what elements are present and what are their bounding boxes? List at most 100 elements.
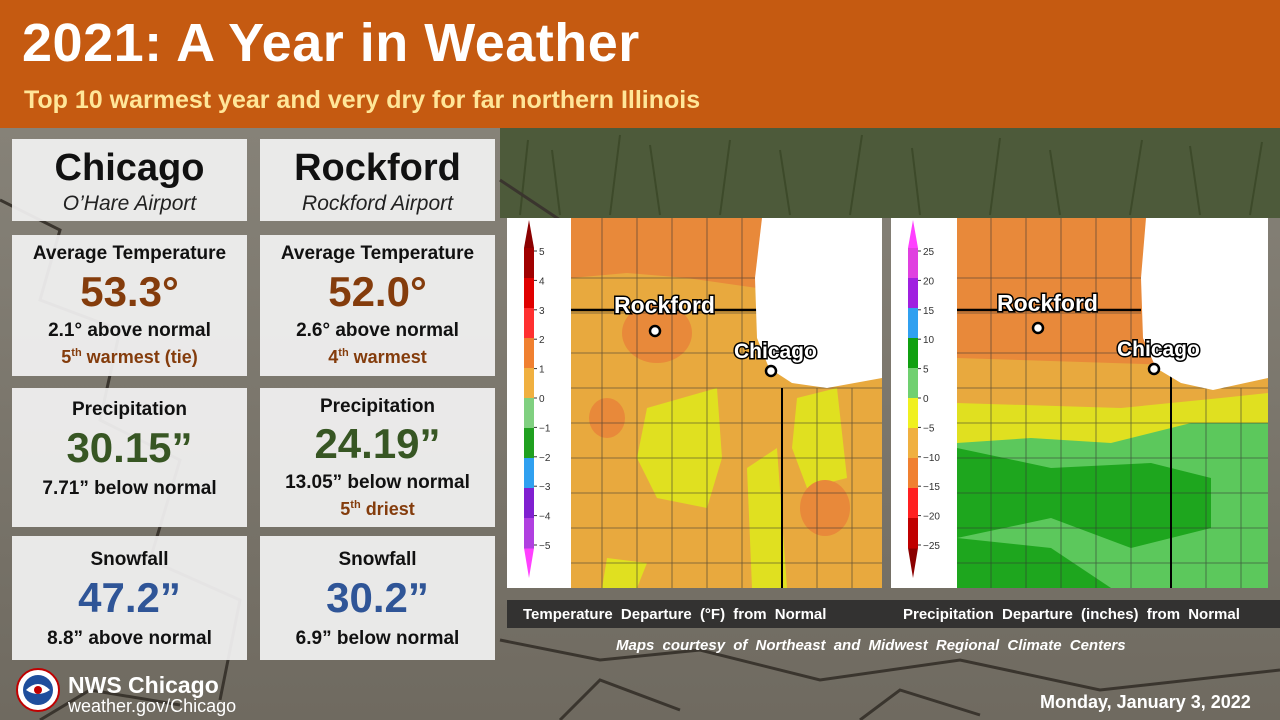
nws-logo-icon: [16, 668, 60, 712]
legend-tick-label: 15: [923, 306, 935, 317]
stat-departure: 6.9” below normal: [295, 628, 460, 649]
legend-tick-label: −10: [923, 453, 940, 464]
legend-color-band: [908, 368, 918, 399]
rank-suffix: th: [71, 347, 82, 359]
legend-tick-label: 1: [539, 365, 545, 376]
chicago-marker: [764, 364, 778, 378]
chicago-station-card: Chicago O’Hare Airport: [12, 139, 247, 221]
stat-value: 53.3°: [80, 268, 179, 315]
legend-color-band: [524, 278, 534, 309]
station-city: Chicago: [54, 147, 205, 189]
legend-color-band: [524, 458, 534, 489]
legend-tick-label: −5: [923, 423, 935, 434]
legend-color-band: [908, 488, 918, 519]
stat-label: Snowfall: [338, 549, 417, 570]
rockford-snowfall-card: Snowfall 30.2” 6.9” below normal: [260, 536, 495, 660]
precipitation-legend: 25 20 15 10 5 0 −5 −10 −15 −20 −25: [908, 220, 940, 578]
stat-rank: 4th warmest: [260, 347, 495, 368]
legend-tick-label: −4: [539, 512, 551, 523]
legend-color-band: [908, 458, 918, 489]
stat-value: 52.0°: [328, 268, 427, 315]
rockford-map-label: Rockford: [997, 290, 1098, 316]
legend-tick-label: 2: [539, 335, 545, 346]
nws-office-name: NWS Chicago: [68, 672, 219, 698]
stat-departure: 7.71” below normal: [42, 478, 217, 499]
precipitation-departure-map: 25 20 15 10 5 0 −5 −10 −15 −20 −25 Rockford Chicag…: [891, 218, 1268, 588]
legend-tick-label: 5: [923, 365, 929, 376]
temperature-departure-map: 5 4 3 2 1 0 −1 −2 −3 −4 −5 Rockford C: [507, 218, 882, 588]
stat-departure: 8.8” above normal: [47, 628, 212, 649]
legend-tick-label: −25: [923, 541, 940, 552]
legend-color-band: [908, 308, 918, 339]
stat-value: 47.2”: [78, 574, 181, 621]
page-title: 2021: A Year in Weather: [22, 13, 640, 73]
rank-number: 5: [340, 499, 351, 519]
rank-text: driest: [360, 499, 415, 519]
legend-color-band: [524, 488, 534, 519]
rockford-station-card: Rockford Rockford Airport: [260, 139, 495, 221]
legend-tick-label: 3: [539, 306, 545, 317]
legend-color-band: [908, 518, 918, 549]
legend-tick-label: 20: [923, 276, 935, 287]
station-city: Rockford: [294, 147, 461, 189]
precipitation-map-graphic: 25 20 15 10 5 0 −5 −10 −15 −20 −25 Rockford Chicag…: [908, 218, 1268, 588]
header-banner: 2021: A Year in Weather Top 10 warmest y…: [0, 0, 1280, 128]
legend-color-band: [524, 368, 534, 399]
temperature-map-caption: Temperature Departure (°F) from Normal: [523, 606, 827, 623]
chicago-precipitation-card: Precipitation 30.15” 7.71” below normal: [12, 388, 247, 527]
stat-value: 30.2”: [326, 574, 429, 621]
publish-date: Monday, January 3, 2022: [1040, 692, 1251, 712]
legend-tick-label: −3: [539, 482, 551, 493]
legend-tick-label: 4: [539, 276, 545, 287]
legend-color-band: [524, 518, 534, 549]
maps-courtesy-note: Maps courtesy of Northeast and Midwest R…: [616, 637, 1126, 654]
legend-color-band: [908, 338, 918, 369]
rockford-temperature-card: Average Temperature 52.0° 2.6° above nor…: [260, 235, 495, 376]
legend-color-band: [908, 248, 918, 279]
stat-departure: 2.6° above normal: [296, 320, 459, 341]
legend-tick-label: 5: [539, 247, 545, 258]
rockford-map-label: Rockford: [614, 292, 715, 318]
precipitation-map-field: [957, 218, 1268, 588]
stat-rank: 5th driest: [260, 499, 495, 520]
stat-label: Snowfall: [90, 549, 169, 570]
stat-label: Precipitation: [319, 396, 436, 417]
stat-value: 24.19”: [314, 420, 441, 467]
stat-label: Average Temperature: [280, 243, 475, 264]
legend-color-band: [908, 398, 918, 429]
stat-label: Precipitation: [71, 399, 188, 420]
chicago-snowfall-card: Snowfall 47.2” 8.8” above normal: [12, 536, 247, 660]
legend-tick-label: 10: [923, 335, 935, 346]
chicago-map-label: Chicago: [734, 340, 817, 363]
stat-label: Average Temperature: [32, 243, 227, 264]
rank-text: warmest (tie): [81, 347, 198, 367]
rank-number: 5: [61, 347, 72, 367]
rank-suffix: th: [350, 499, 361, 511]
legend-tick-label: −5: [539, 541, 551, 552]
page-subtitle: Top 10 warmest year and very dry for far…: [24, 86, 701, 114]
stat-departure: 2.1° above normal: [48, 320, 211, 341]
legend-tick-label: −1: [539, 423, 551, 434]
legend-tick-label: −20: [923, 512, 940, 523]
legend-color-band: [524, 308, 534, 339]
stat-rank: 5th warmest (tie): [12, 347, 247, 368]
rockford-marker: [648, 324, 662, 338]
legend-color-band: [908, 428, 918, 459]
legend-tick-label: 0: [923, 394, 929, 405]
temperature-map-field: [571, 218, 882, 588]
chicago-marker: [1147, 362, 1161, 376]
rockford-marker: [1031, 321, 1045, 335]
chicago-map-label: Chicago: [1117, 338, 1200, 361]
temperature-legend: 5 4 3 2 1 0 −1 −2 −3 −4 −5: [524, 220, 551, 578]
legend-tick-label: 25: [923, 247, 935, 258]
stat-value: 30.15”: [66, 424, 193, 471]
legend-color-band: [524, 248, 534, 279]
precipitation-map-caption: Precipitation Departure (inches) from No…: [903, 606, 1240, 623]
rank-suffix: th: [338, 347, 349, 359]
rank-number: 4: [328, 347, 339, 367]
nws-office-url[interactable]: weather.gov/Chicago: [68, 696, 237, 716]
legend-tick-label: 0: [539, 394, 545, 405]
legend-color-band: [524, 398, 534, 429]
chicago-temperature-card: Average Temperature 53.3° 2.1° above nor…: [12, 235, 247, 376]
